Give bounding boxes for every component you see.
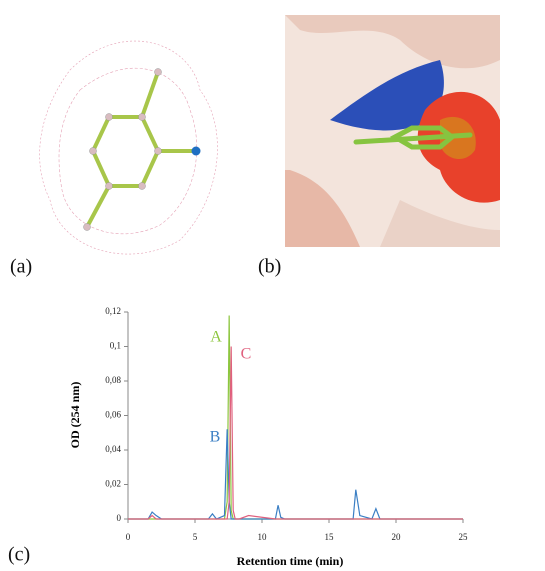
- series-line: [128, 315, 463, 519]
- surface-b: [285, 15, 500, 247]
- molecule-a: [40, 41, 218, 254]
- y-tick-label: 0,12: [105, 306, 121, 316]
- x-tick-label: 15: [325, 532, 335, 542]
- series-line: [128, 347, 463, 520]
- series-label: C: [241, 346, 252, 363]
- panel-label: (c): [8, 544, 30, 566]
- figure: (a) (b) (c) Retention time (min) OD (254…: [0, 0, 545, 571]
- panel-label: (a): [10, 256, 32, 278]
- y-axis-title: OD (254 nm): [68, 382, 82, 449]
- x-tick-label: 5: [193, 532, 198, 542]
- y-tick-label: 0,1: [110, 341, 121, 351]
- series-label: B: [210, 429, 221, 446]
- y-tick-label: 0,02: [105, 479, 121, 489]
- x-tick-label: 10: [258, 532, 268, 542]
- panel-label: (b): [258, 256, 281, 278]
- series-label: A: [210, 329, 222, 346]
- x-tick-label: 25: [459, 532, 469, 542]
- y-tick-label: 0,08: [105, 375, 121, 385]
- y-tick-label: 0,04: [105, 444, 121, 454]
- y-tick-label: 0,06: [105, 410, 121, 420]
- x-tick-label: 20: [392, 532, 402, 542]
- x-tick-label: 0: [126, 532, 131, 542]
- series-line: [128, 429, 463, 519]
- x-axis-title: Retention time (min): [237, 554, 344, 568]
- y-tick-label: 0: [117, 513, 122, 523]
